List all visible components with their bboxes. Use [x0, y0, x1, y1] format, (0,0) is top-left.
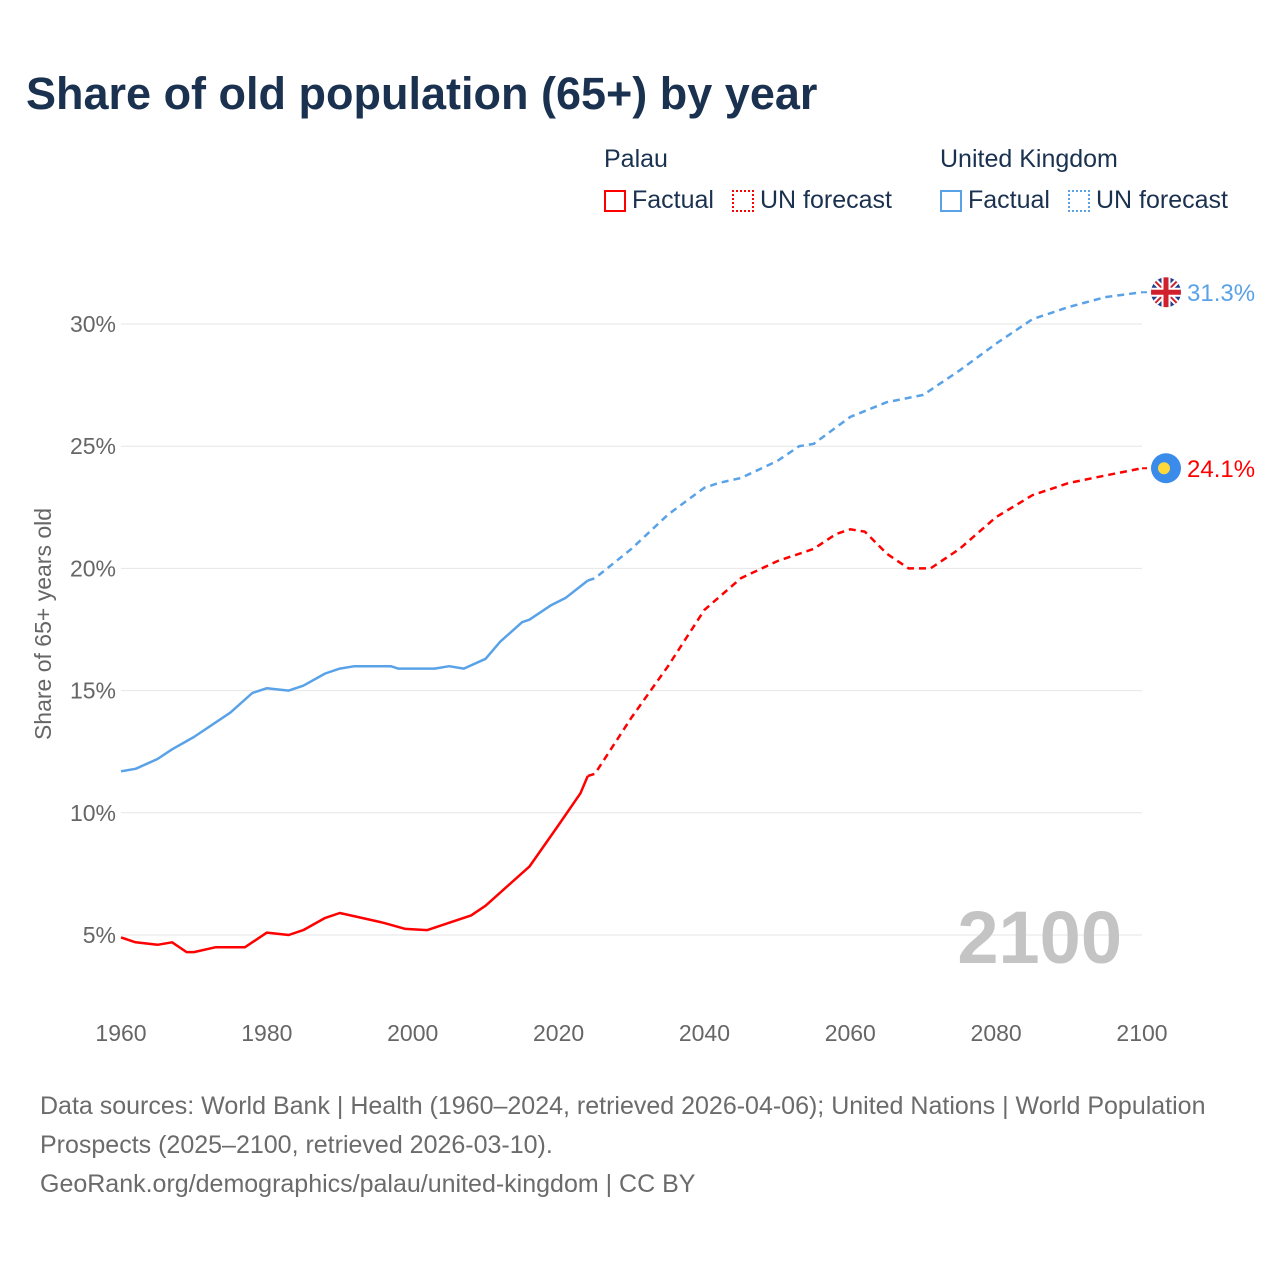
legend-item-uk-forecast[interactable]: UN forecast [1067, 186, 1228, 215]
x-tick-label: 2020 [533, 1020, 584, 1046]
x-tick-label: 2060 [825, 1020, 876, 1046]
uk-flag-icon [1151, 277, 1181, 308]
legend-label: Factual [968, 186, 1050, 214]
legend-uk: United Kingdom Factual UN forecast [940, 145, 1228, 215]
legend-country-uk: United Kingdom [940, 145, 1118, 173]
legend-item-uk-factual[interactable]: Factual [940, 186, 1050, 215]
legend-label: Factual [632, 186, 714, 214]
y-tick-label: 15% [70, 678, 116, 704]
legend-swatch-dotted [1067, 189, 1090, 212]
series-line-forecast-palau [587, 466, 1143, 778]
data-sources: Data sources: World Bank | Health (1960–… [40, 1092, 1206, 1159]
y-tick-label: 30% [70, 311, 116, 337]
legend-palau: Palau Factual UN forecast [604, 145, 892, 215]
y-tick-label: 10% [70, 800, 116, 826]
legend-swatch-solid [940, 189, 962, 212]
legend-country-palau: Palau [604, 145, 668, 173]
end-value-label: 31.3% [1187, 280, 1255, 307]
end-value-label: 24.1% [1187, 456, 1255, 483]
x-tick-label: 2100 [1116, 1020, 1167, 1046]
x-tick-label: 2000 [387, 1020, 438, 1046]
series-line-forecast-united-kingdom [587, 290, 1143, 582]
y-tick-label: 25% [70, 433, 116, 459]
legend-item-palau-forecast[interactable]: UN forecast [731, 186, 892, 215]
legend-label: UN forecast [759, 186, 892, 214]
x-tick-label: 2040 [679, 1020, 730, 1046]
y-tick-label: 20% [70, 555, 116, 581]
legend-item-palau-factual[interactable]: Factual [604, 186, 714, 215]
year-watermark: 2100 [957, 896, 1122, 979]
y-tick-label: 5% [83, 922, 116, 948]
palau-flag-sun [1158, 462, 1170, 475]
legend-label: UN forecast [1095, 186, 1228, 214]
credit-link[interactable]: GeoRank.org/demographics/palau/united-ki… [40, 1170, 696, 1198]
chart-title: Share of old population (65+) by year [26, 68, 818, 119]
legend-swatch-dotted [731, 189, 754, 212]
series-line-factual-united-kingdom [120, 579, 589, 773]
legend-swatch-solid [604, 189, 626, 212]
series-line-factual-palau [120, 775, 589, 954]
x-tick-label: 1960 [95, 1020, 146, 1046]
x-tick-label: 2080 [971, 1020, 1022, 1046]
y-axis-label: Share of 65+ years old [30, 508, 56, 740]
footer: Data sources: World Bank | Health (1960–… [40, 1087, 1240, 1204]
x-tick-label: 1980 [241, 1020, 292, 1046]
